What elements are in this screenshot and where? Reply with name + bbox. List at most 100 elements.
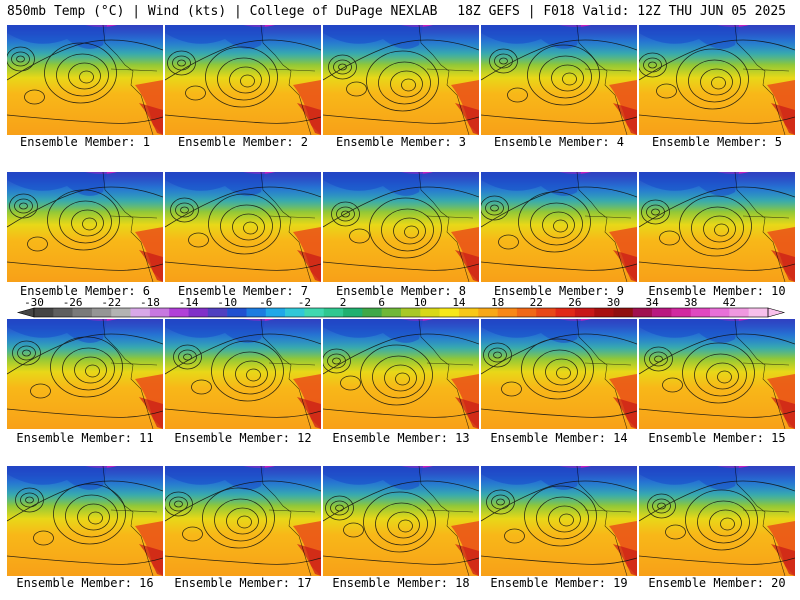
ensemble-member-label: Ensemble Member: 2 [177, 135, 309, 149]
colorbar-swatch [632, 308, 653, 317]
ensemble-member-map [481, 466, 637, 576]
colorbar-swatch [690, 308, 711, 317]
colorbar-swatch [207, 308, 228, 317]
ensemble-member-label: Ensemble Member: 10 [648, 284, 786, 298]
colorbar-tick-label: -10 [217, 296, 238, 309]
colorbar-swatch [246, 308, 267, 317]
ensemble-member-map [481, 319, 637, 429]
colorbar-swatch [420, 308, 440, 317]
colorbar-tick-label: 22 [529, 296, 543, 309]
ensemble-member-map [7, 25, 163, 135]
colorbar-left-arrow [16, 307, 35, 318]
ensemble-member-label: Ensemble Member: 3 [335, 135, 467, 149]
ensemble-member-map [7, 172, 163, 282]
colorbar-tick-label: 42 [722, 296, 736, 309]
colorbar-swatch [401, 308, 421, 317]
ensemble-member-label: Ensemble Member: 6 [19, 284, 151, 298]
ensemble-member-label: Ensemble Member: 13 [332, 431, 470, 445]
colorbar-swatch [227, 308, 247, 317]
colorbar-swatch [265, 308, 286, 317]
ensemble-member-map [7, 466, 163, 576]
colorbar-swatch [594, 308, 614, 317]
ensemble-member-map [165, 466, 321, 576]
colorbar-right-arrow [767, 307, 786, 318]
colorbar-tick-label: 38 [684, 296, 698, 309]
ensemble-member-map [639, 25, 795, 135]
run-valid-time: 18Z GEFS | F018 Valid: 12Z THU JUN 05 20… [457, 4, 786, 19]
colorbar-swatch [381, 308, 402, 317]
colorbar-swatch [613, 308, 634, 317]
colorbar-swatch [574, 308, 595, 317]
ensemble-member-label: Ensemble Member: 1 [19, 135, 151, 149]
colorbar-swatch [91, 308, 112, 317]
colorbar-swatch [53, 308, 73, 317]
ensemble-member-map [639, 466, 795, 576]
colorbar-tick-label: 18 [490, 296, 505, 309]
colorbar-swatch [729, 308, 749, 317]
colorbar-tick-label: 26 [568, 296, 582, 309]
colorbar-swatch [536, 308, 556, 317]
ensemble-member-label: Ensemble Member: 16 [16, 576, 154, 590]
ensemble-member-map [323, 466, 479, 576]
ensemble-member-label: Ensemble Member: 8 [335, 284, 467, 298]
ensemble-member-map [323, 172, 479, 282]
ensemble-member-map [7, 319, 163, 429]
colorbar-swatch [111, 308, 131, 317]
colorbar-swatch [439, 308, 460, 317]
ensemble-member-label: Ensemble Member: 12 [174, 431, 312, 445]
temperature-colorbar [16, 307, 786, 318]
colorbar-swatch [671, 308, 692, 317]
colorbar-swatch [362, 308, 382, 317]
ensemble-member-map [481, 25, 637, 135]
colorbar-tick-label: -6 [259, 296, 273, 309]
colorbar-swatch [323, 308, 344, 317]
colorbar-swatch [343, 308, 363, 317]
colorbar-swatch [710, 308, 730, 317]
colorbar-swatch [748, 308, 769, 317]
colorbar-swatch [652, 308, 672, 317]
colorbar-swatch [149, 308, 170, 317]
colorbar-tick-label: 14 [452, 296, 466, 309]
ensemble-member-map [165, 172, 321, 282]
colorbar-swatch [188, 308, 209, 317]
ensemble-member-label: Ensemble Member: 5 [651, 135, 783, 149]
colorbar-swatch [169, 308, 189, 317]
colorbar-tick-label: 10 [413, 296, 427, 309]
colorbar-swatch [130, 308, 151, 317]
ensemble-member-label: Ensemble Member: 4 [493, 135, 625, 149]
ensemble-member-label: Ensemble Member: 14 [490, 431, 628, 445]
ensemble-member-map [639, 319, 795, 429]
colorbar-tick-label: 34 [645, 296, 659, 309]
colorbar-tick-label: -2 [297, 296, 312, 309]
ensemble-member-label: Ensemble Member: 18 [332, 576, 470, 590]
colorbar-swatch [34, 308, 54, 317]
ensemble-member-label: Ensemble Member: 7 [177, 284, 309, 298]
colorbar-tick-label: 6 [378, 296, 385, 309]
colorbar-tick-label: 30 [606, 296, 621, 309]
colorbar-swatch [72, 308, 93, 317]
colorbar-tick-label: -30 [24, 296, 44, 309]
colorbar-swatch [516, 308, 537, 317]
colorbar-tick-label: 2 [339, 296, 347, 309]
colorbar-tick-label: -22 [101, 296, 122, 309]
ensemble-member-label: Ensemble Member: 19 [490, 576, 628, 590]
colorbar-tick-label: -18 [139, 296, 160, 309]
colorbar-swatch [497, 308, 518, 317]
colorbar-swatch [304, 308, 325, 317]
ensemble-member-map [639, 172, 795, 282]
ensemble-member-map [165, 319, 321, 429]
colorbar-swatch [458, 308, 479, 317]
colorbar-swatch [555, 308, 576, 317]
ensemble-member-map [323, 25, 479, 135]
colorbar-tick-label: -14 [178, 296, 199, 309]
ensemble-member-label: Ensemble Member: 11 [16, 431, 154, 445]
ensemble-member-label: Ensemble Member: 9 [493, 284, 625, 298]
ensemble-member-label: Ensemble Member: 15 [648, 431, 786, 445]
colorbar-swatch [478, 308, 498, 317]
colorbar-tick-label: -26 [62, 296, 83, 309]
ensemble-member-map [481, 172, 637, 282]
ensemble-member-map [323, 319, 479, 429]
ensemble-member-map [165, 25, 321, 135]
map-title: 850mb Temp (°C) | Wind (kts) | College o… [7, 4, 438, 19]
colorbar-swatch [285, 308, 305, 317]
